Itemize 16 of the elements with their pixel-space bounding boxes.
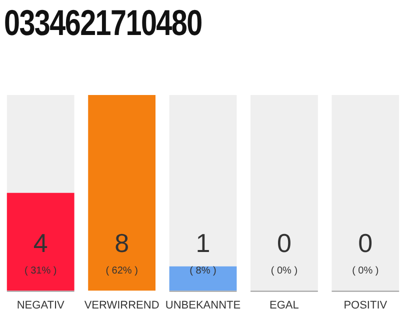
data-label: 0 [358, 228, 373, 258]
chart-title: 0334621710480 [4, 2, 202, 44]
annotation: ( 8% ) [190, 266, 216, 277]
annotation: ( 0% ) [352, 266, 379, 277]
annotation: ( 0% ) [270, 266, 298, 277]
data-label: 4 [33, 228, 48, 258]
annotation: ( 62% ) [106, 266, 138, 277]
x-tick-label: EGAL [270, 299, 299, 312]
data-label: 0 [276, 228, 292, 258]
x-tick-label: VERWIRREND [84, 299, 160, 312]
data-label: 1 [196, 228, 210, 258]
x-tick-label: NEGATIV [16, 299, 65, 312]
x-tick-label: UNBEKANNTE [165, 299, 241, 312]
data-label: 8 [114, 228, 130, 258]
annotation: ( 31% ) [24, 266, 57, 277]
x-tick-label: POSITIV [344, 299, 388, 312]
